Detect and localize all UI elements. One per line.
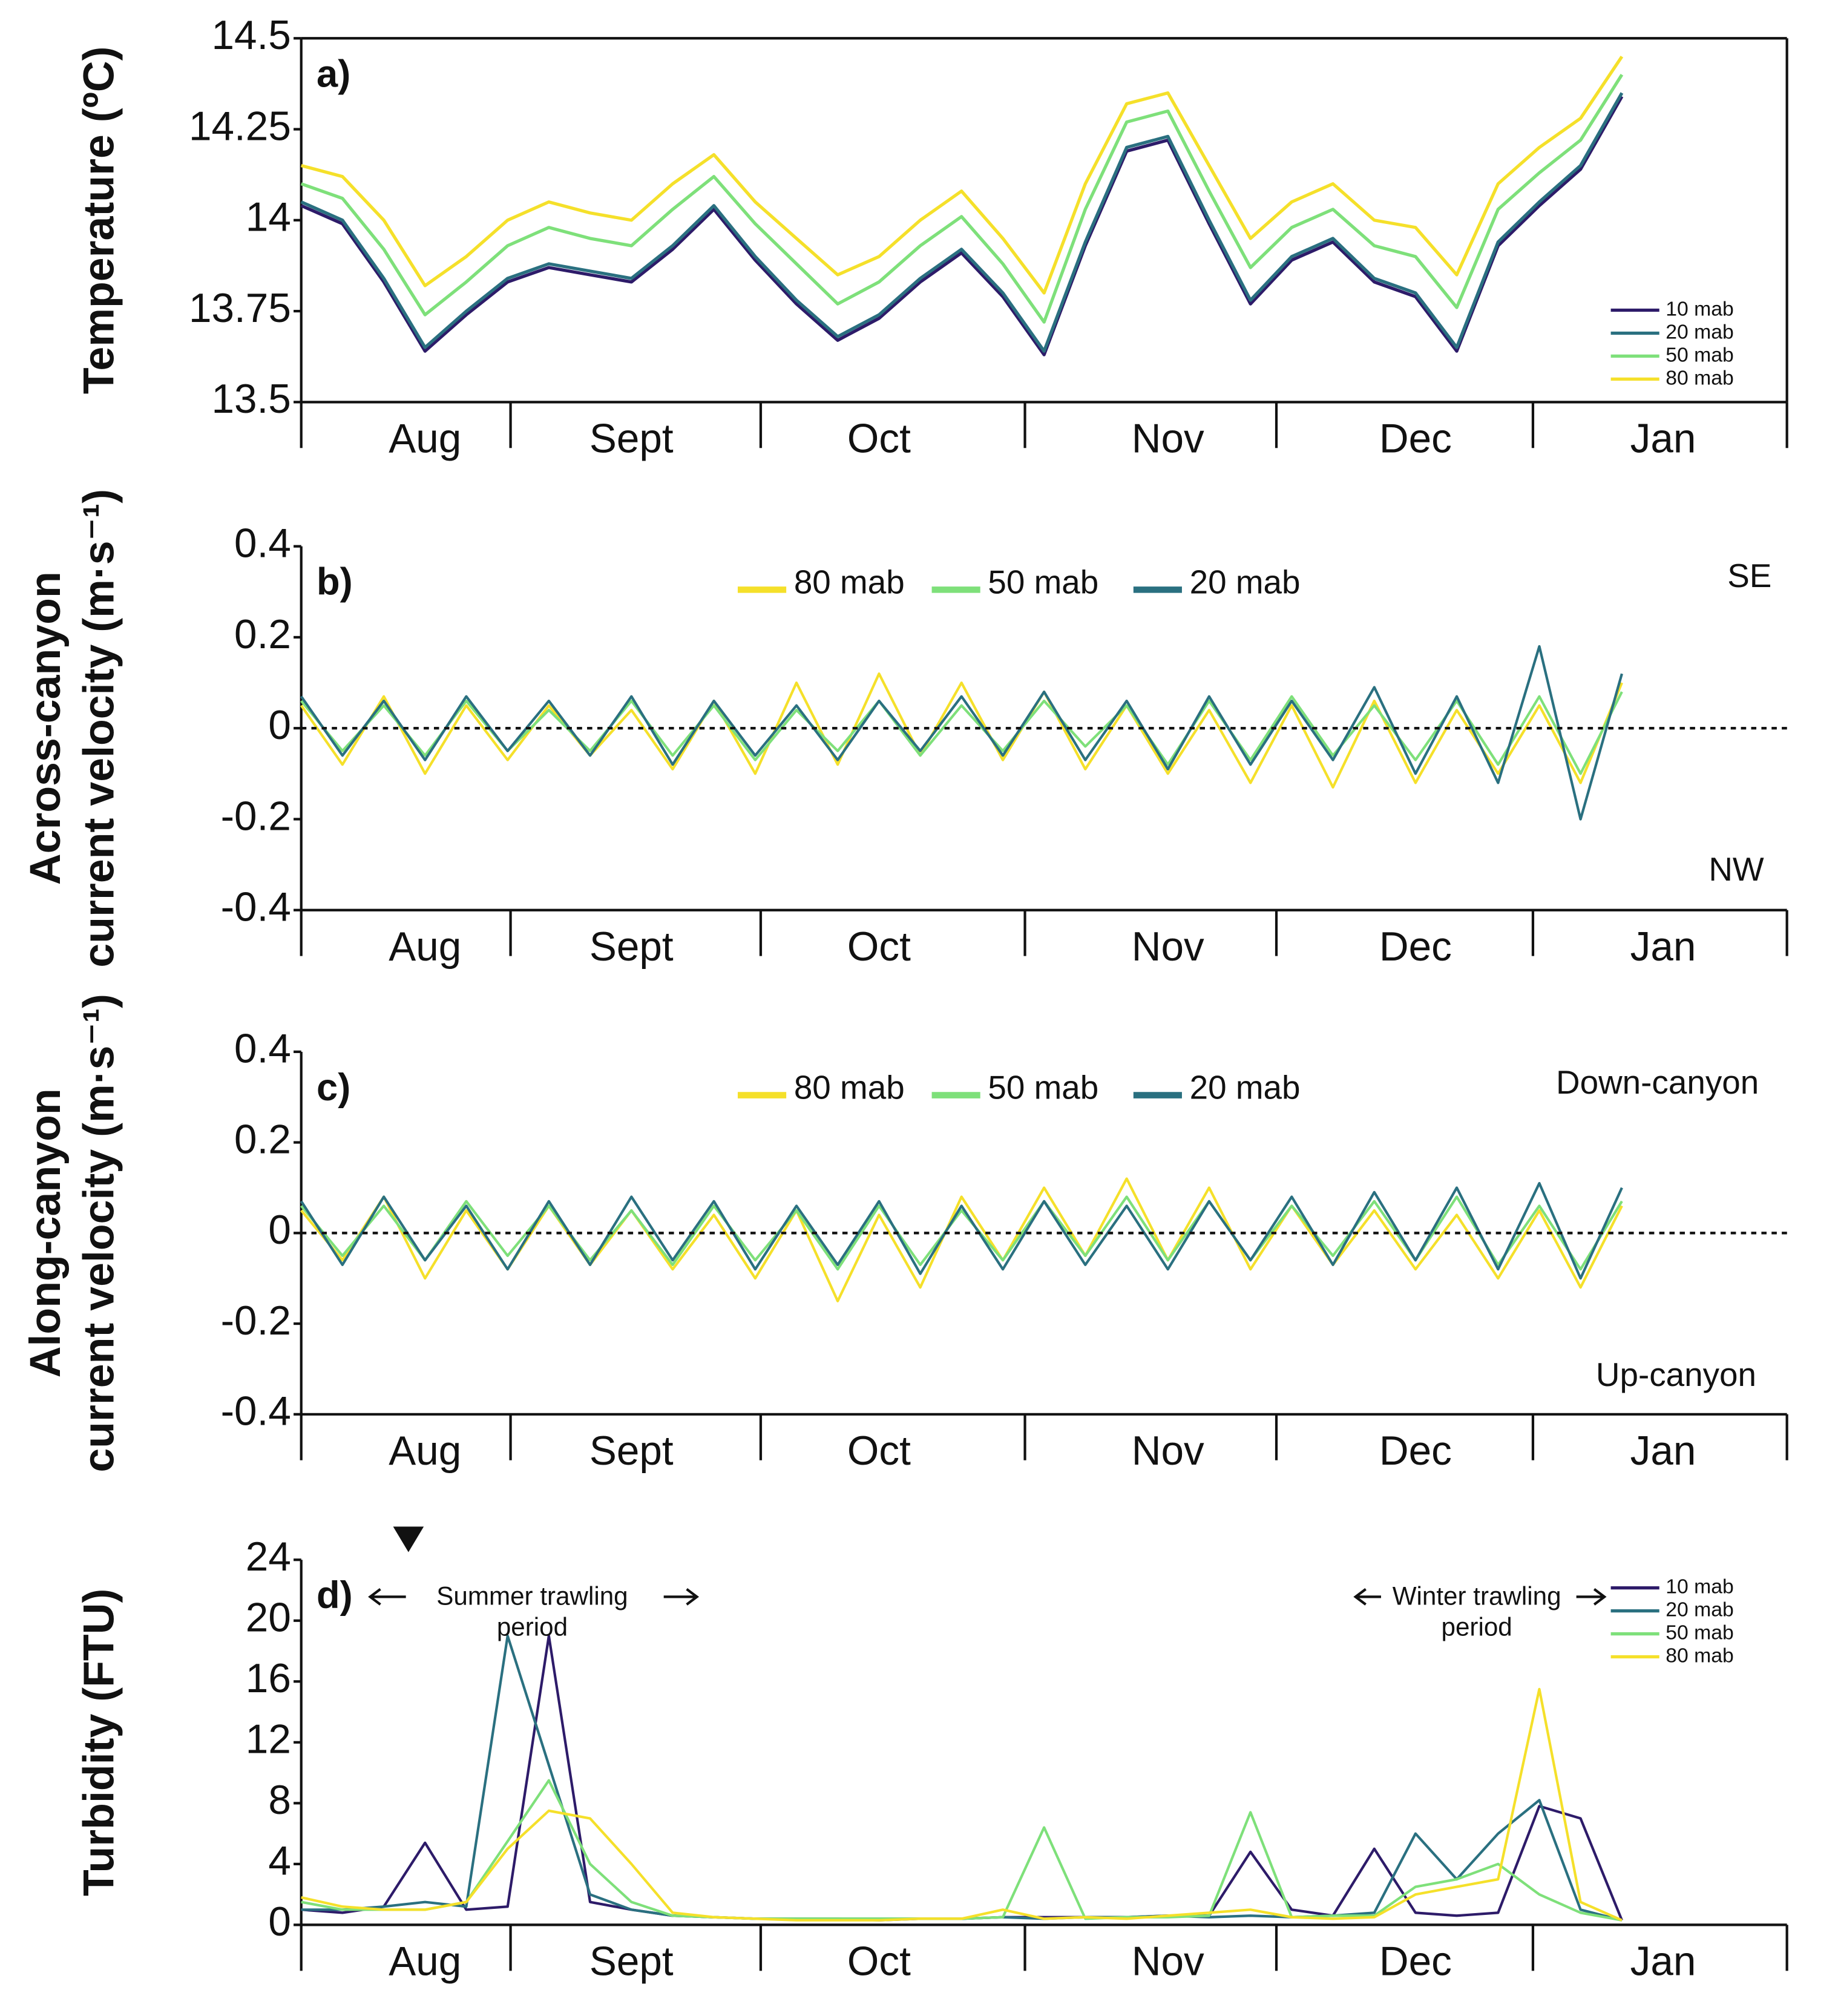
series-line xyxy=(300,92,1624,353)
x-tick-label: Dec xyxy=(1379,1428,1452,1474)
series-line xyxy=(300,691,1623,775)
legend-label: 20 mab xyxy=(1666,320,1734,343)
annotation: Down-canyon xyxy=(1556,1063,1759,1101)
series-line xyxy=(301,1779,1623,1922)
y-tick-label: 14.25 xyxy=(189,103,291,149)
event-marker xyxy=(393,1526,424,1552)
y-axis-label: current velocity (m·s⁻¹) xyxy=(75,994,123,1473)
y-tick-label: -0.2 xyxy=(221,1298,291,1344)
y-tick-label: -0.4 xyxy=(221,1389,291,1434)
y-tick-label: 0.4 xyxy=(234,1026,291,1072)
x-tick-label: Sept xyxy=(589,1939,674,1985)
legend-label: 20 mab xyxy=(1666,1598,1734,1621)
legend-label: 50 mab xyxy=(1666,1621,1734,1644)
x-tick-label: Nov xyxy=(1132,924,1204,970)
x-tick-label: Dec xyxy=(1379,1939,1452,1985)
panel-label: a) xyxy=(317,53,350,95)
y-tick-label: 14 xyxy=(246,195,291,240)
legend-label: 80 mab xyxy=(1666,366,1734,389)
series-line xyxy=(300,672,1623,789)
legend-label: 10 mab xyxy=(1666,297,1734,320)
series-line xyxy=(300,645,1623,821)
series-line xyxy=(301,55,1624,295)
annotation: SE xyxy=(1727,557,1771,594)
y-tick-label: 0 xyxy=(268,1899,291,1945)
x-tick-label: Oct xyxy=(847,1939,911,1985)
y-axis-label: Across-canyon xyxy=(21,571,70,885)
annotation: Summer trawling xyxy=(436,1582,628,1611)
x-tick-label: Aug xyxy=(389,416,461,462)
annotation: period xyxy=(497,1612,568,1641)
legend-label: 10 mab xyxy=(1666,1575,1734,1598)
x-tick-label: Nov xyxy=(1132,1939,1204,1985)
x-tick-label: Oct xyxy=(847,924,911,970)
x-tick-label: Oct xyxy=(847,1428,911,1474)
x-tick-label: Jan xyxy=(1630,924,1696,970)
y-tick-label: 0 xyxy=(268,703,291,748)
trawling-arrows xyxy=(368,1588,1607,1606)
y-tick-label: 0.2 xyxy=(234,612,291,657)
legend-label: 50 mab xyxy=(1666,343,1734,366)
annotation: Up-canyon xyxy=(1596,1356,1756,1393)
series-line xyxy=(301,1634,1623,1922)
x-tick-label: Aug xyxy=(389,924,461,970)
y-axis-label: Temperature (ºC) xyxy=(75,47,123,395)
legend-label: 50 mab xyxy=(988,563,1098,600)
x-tick-label: Oct xyxy=(847,416,911,462)
y-tick-label: 24 xyxy=(246,1534,291,1580)
y-tick-label: 14.5 xyxy=(212,13,291,58)
series-line xyxy=(300,1181,1623,1280)
panel-label: b) xyxy=(317,561,353,603)
y-axis-label: current velocity (m·s⁻¹) xyxy=(75,489,123,968)
annotation: period xyxy=(1442,1612,1512,1641)
y-tick-label: 8 xyxy=(268,1778,291,1823)
y-tick-label: 13.75 xyxy=(189,286,291,331)
legend-label: 20 mab xyxy=(1190,563,1301,600)
y-tick-label: -0.4 xyxy=(221,885,291,930)
y-tick-label: 0.4 xyxy=(234,520,291,566)
series-line xyxy=(300,1177,1623,1302)
annotation: NW xyxy=(1708,850,1764,888)
x-tick-label: Nov xyxy=(1132,416,1204,462)
legend-label: 80 mab xyxy=(794,1069,905,1106)
x-tick-label: Jan xyxy=(1630,1428,1696,1474)
legend-label: 80 mab xyxy=(794,563,905,600)
y-tick-label: 20 xyxy=(246,1595,291,1641)
y-tick-label: 0.2 xyxy=(234,1117,291,1162)
annotation: Winter trawling xyxy=(1393,1582,1561,1611)
x-tick-label: Nov xyxy=(1132,1428,1204,1474)
series-line xyxy=(300,96,1624,356)
series-line xyxy=(301,1687,1623,1922)
x-tick-label: Jan xyxy=(1630,416,1696,462)
y-tick-label: 0 xyxy=(268,1207,291,1253)
x-tick-label: Sept xyxy=(589,924,674,970)
x-tick-label: Dec xyxy=(1379,924,1452,970)
y-tick-label: -0.2 xyxy=(221,793,291,839)
x-tick-label: Jan xyxy=(1630,1939,1696,1985)
series-line xyxy=(300,1195,1623,1271)
x-tick-label: Aug xyxy=(389,1428,461,1474)
x-tick-label: Sept xyxy=(589,1428,674,1474)
legend-label: 20 mab xyxy=(1190,1069,1301,1106)
y-axis-label: Along-canyon xyxy=(21,1088,70,1377)
y-tick-label: 16 xyxy=(246,1656,291,1701)
x-tick-label: Sept xyxy=(589,416,674,462)
panel-label: c) xyxy=(317,1066,350,1109)
y-tick-label: 13.5 xyxy=(212,376,291,422)
y-tick-label: 4 xyxy=(268,1839,291,1884)
legend-label: 80 mab xyxy=(1666,1644,1734,1667)
series-line xyxy=(300,73,1624,324)
legend-label: 50 mab xyxy=(988,1069,1098,1106)
x-tick-label: Aug xyxy=(389,1939,461,1985)
panel-label: d) xyxy=(317,1574,353,1617)
series-line xyxy=(301,1634,1623,1922)
y-tick-label: 12 xyxy=(246,1717,291,1762)
y-axis-label: Turbidity (FTU) xyxy=(75,1589,123,1896)
x-tick-label: Dec xyxy=(1379,416,1452,462)
